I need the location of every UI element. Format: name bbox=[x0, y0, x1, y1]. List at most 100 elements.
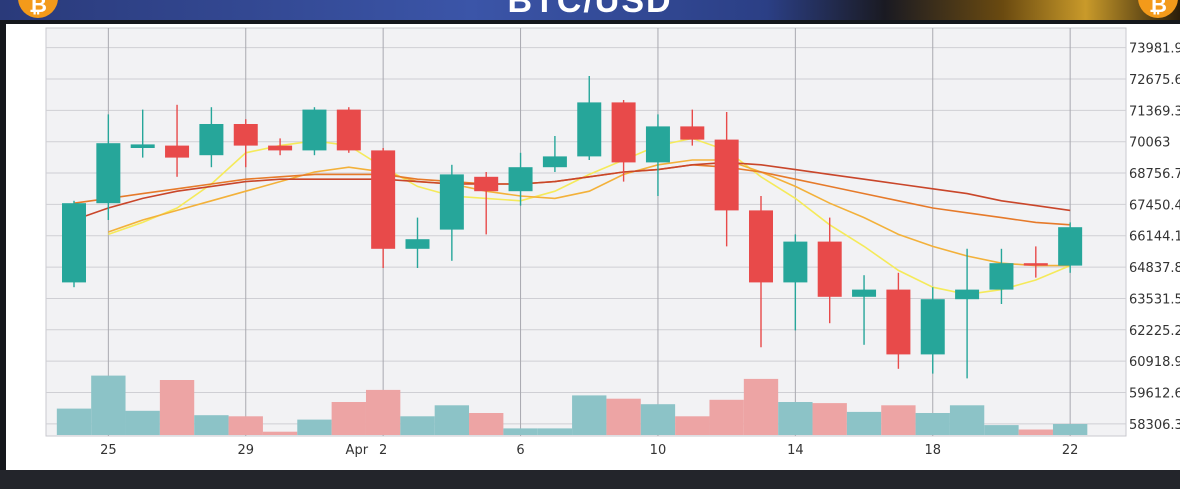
candle-body bbox=[268, 145, 293, 151]
candle-body bbox=[233, 124, 258, 146]
candle-body bbox=[645, 126, 670, 163]
volume-bar bbox=[743, 378, 779, 435]
volume-bar bbox=[331, 402, 366, 435]
candle bbox=[749, 196, 773, 348]
candle bbox=[130, 109, 155, 158]
volume-bar bbox=[915, 413, 950, 435]
y-tick-label: 66144.1 bbox=[1129, 230, 1180, 245]
candle-body bbox=[714, 139, 739, 211]
candle bbox=[611, 100, 636, 182]
candle bbox=[714, 112, 739, 247]
candle-body bbox=[817, 241, 842, 297]
y-tick-label: 60918.9 bbox=[1129, 355, 1180, 370]
candle bbox=[645, 114, 670, 196]
candle-body bbox=[989, 263, 1014, 290]
candle-body bbox=[749, 210, 773, 283]
candle bbox=[233, 119, 258, 168]
bitcoin-coin-icon-right: ₿ bbox=[1138, 0, 1178, 18]
volume-bars bbox=[56, 375, 1088, 435]
volume-bar bbox=[228, 416, 263, 435]
y-axis: 73981.9 72675.6 71369.3 70063 68756.7 67450.4… bbox=[1129, 42, 1180, 433]
y-tick-label: 71369.3 bbox=[1129, 104, 1180, 119]
x-tick-label: 22 bbox=[1062, 443, 1079, 458]
candlestick-chart: 73981.9 72675.6 71369.3 70063 68756.7 67450.4… bbox=[45, 27, 1180, 458]
candle-body bbox=[62, 203, 86, 283]
y-tick-label: 70063 bbox=[1129, 136, 1170, 151]
candle-body bbox=[542, 156, 567, 168]
candle bbox=[268, 138, 293, 156]
volume-bar bbox=[1052, 424, 1088, 435]
chart-title: BTC/USD bbox=[507, 0, 673, 20]
candle-body bbox=[474, 176, 499, 192]
volume-bar bbox=[949, 405, 985, 435]
candle bbox=[165, 104, 190, 177]
candle bbox=[371, 148, 396, 268]
volume-bar bbox=[365, 389, 401, 435]
y-tick-label: 63531.5 bbox=[1129, 292, 1180, 307]
top-banner bbox=[0, 0, 1180, 20]
y-tick-label: 58306.3 bbox=[1129, 418, 1180, 433]
y-tick-label: 64837.8 bbox=[1129, 261, 1180, 276]
x-tick-label: 18 bbox=[924, 443, 941, 458]
candle-body bbox=[130, 144, 155, 148]
moving-average-line bbox=[108, 159, 1071, 267]
y-tick-label: 73981.9 bbox=[1129, 42, 1180, 57]
volume-bar bbox=[812, 403, 847, 435]
candle bbox=[1023, 246, 1048, 278]
y-tick-label: 67450.4 bbox=[1129, 198, 1180, 213]
candle-body bbox=[336, 109, 361, 151]
x-tick-label: Apr bbox=[346, 443, 369, 458]
volume-bar bbox=[262, 431, 298, 435]
candle bbox=[955, 248, 980, 379]
candle bbox=[783, 234, 808, 331]
candle-body bbox=[783, 241, 808, 283]
volume-bar bbox=[400, 416, 435, 435]
candle-body bbox=[1023, 263, 1048, 266]
candle bbox=[680, 109, 705, 146]
candles bbox=[62, 76, 1083, 379]
volume-bar bbox=[194, 415, 229, 435]
grid-lines bbox=[45, 27, 1127, 437]
x-tick-label: 14 bbox=[787, 443, 804, 458]
candle bbox=[817, 217, 842, 324]
candle-body bbox=[886, 289, 911, 355]
candle bbox=[852, 275, 877, 345]
volume-bar bbox=[159, 380, 195, 435]
candle-body bbox=[439, 174, 464, 230]
volume-bar bbox=[469, 413, 504, 435]
candle bbox=[1058, 222, 1083, 273]
candle-body bbox=[611, 102, 636, 163]
candle bbox=[199, 107, 224, 168]
volume-bar bbox=[537, 428, 573, 435]
candle bbox=[920, 287, 945, 374]
candle-body bbox=[302, 109, 327, 151]
bitcoin-coin-icon-left: ₿ bbox=[18, 0, 58, 18]
plot-area bbox=[45, 27, 1127, 437]
volume-bar bbox=[881, 405, 916, 435]
x-tick-label: 25 bbox=[100, 443, 117, 458]
candle bbox=[474, 172, 499, 235]
volume-bar bbox=[297, 419, 332, 435]
candle-body bbox=[1058, 227, 1083, 266]
volume-bar bbox=[434, 405, 470, 435]
x-tick-label: 6 bbox=[516, 443, 524, 458]
y-tick-label: 68756.7 bbox=[1129, 167, 1180, 182]
candle bbox=[62, 200, 86, 288]
volume-bar bbox=[778, 402, 813, 435]
candle-body bbox=[405, 239, 430, 249]
volume-bar bbox=[846, 411, 882, 435]
candle bbox=[405, 217, 430, 268]
coin-glyph-left: ₿ bbox=[29, 0, 47, 18]
chart-panel: 73981.9 72675.6 71369.3 70063 68756.7 67450.4… bbox=[6, 24, 1180, 470]
candle bbox=[439, 164, 464, 261]
candle-body bbox=[852, 289, 877, 297]
volume-bar bbox=[606, 398, 641, 435]
candle bbox=[302, 107, 327, 156]
volume-bar bbox=[56, 408, 92, 435]
candle-body bbox=[508, 167, 533, 192]
candle bbox=[989, 248, 1014, 304]
volume-bar bbox=[125, 410, 160, 435]
volume-bar bbox=[503, 428, 538, 435]
volume-bar bbox=[1018, 429, 1053, 435]
y-tick-label: 72675.6 bbox=[1129, 73, 1180, 88]
